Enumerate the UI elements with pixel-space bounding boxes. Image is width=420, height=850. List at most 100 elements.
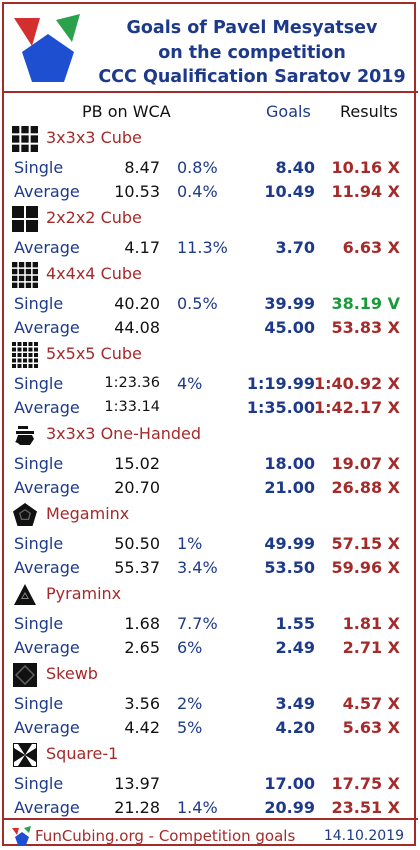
improvement-percent: 2%: [177, 694, 203, 713]
footer-site-link[interactable]: FunCubing.org - Competition goals: [35, 827, 296, 845]
event-header: Skewb: [12, 660, 412, 688]
megaminx-icon: [12, 502, 38, 528]
result-value: 6.63 X: [342, 238, 400, 257]
improvement-percent: 7.7%: [177, 614, 218, 633]
row-type: Single: [14, 158, 64, 177]
improvement-percent: 0.8%: [177, 158, 218, 177]
cube-2x2-icon: [12, 206, 38, 232]
event-name: 5x5x5 Cube: [46, 344, 142, 363]
goal-value: 39.99: [264, 294, 315, 313]
pb-value: 1:23.36: [104, 375, 160, 391]
result-row: Single 1:23.36 4% 1:19.99 1:40.92 X: [4, 372, 418, 396]
goal-value: 2.49: [275, 638, 315, 657]
goal-value: 3.49: [275, 694, 315, 713]
title-line-1: Goals of Pavel Mesyatsev: [126, 18, 378, 38]
result-row: Average 20.70 21.00 26.88 X: [4, 476, 418, 500]
one-handed-icon: [12, 422, 38, 448]
event-header: 3x3x3 One-Handed: [12, 420, 412, 448]
result-row: Single 13.97 17.00 17.75 X: [4, 772, 418, 796]
pb-value: 20.70: [114, 478, 160, 497]
result-row: Average 4.42 5% 4.20 5.63 X: [4, 716, 418, 740]
result-value: 1:40.92 X: [313, 374, 400, 393]
result-value: 19.07 X: [331, 454, 400, 473]
goal-value: 4.20: [275, 718, 315, 737]
pb-value: 50.50: [114, 534, 160, 553]
row-type: Single: [14, 374, 64, 393]
skewb-icon: [12, 662, 38, 688]
column-header-pb: PB on WCA: [82, 102, 171, 121]
result-value: 59.96 X: [331, 558, 400, 577]
result-row: Average 21.28 1.4% 20.99 23.51 X: [4, 796, 418, 820]
result-value: 17.75 X: [331, 774, 400, 793]
goal-value: 8.40: [275, 158, 315, 177]
row-type: Average: [14, 478, 80, 497]
result-row: Single 50.50 1% 49.99 57.15 X: [4, 532, 418, 556]
goal-value: 45.00: [264, 318, 315, 337]
result-row: Single 8.47 0.8% 8.40 10.16 X: [4, 156, 418, 180]
footer: FunCubing.org - Competition goals 14.10.…: [4, 822, 418, 848]
header-divider: [4, 91, 418, 93]
pb-value: 10.53: [114, 182, 160, 201]
improvement-percent: 0.4%: [177, 182, 218, 201]
event-name: Square-1: [46, 744, 119, 763]
result-value: 10.16 X: [331, 158, 400, 177]
pb-value: 40.20: [114, 294, 160, 313]
header: Goals of Pavel Mesyatsev on the competit…: [4, 4, 418, 92]
improvement-percent: 1.4%: [177, 798, 218, 817]
event-name: 2x2x2 Cube: [46, 208, 142, 227]
event-header: 2x2x2 Cube: [12, 204, 412, 232]
row-type: Single: [14, 454, 64, 473]
goal-value: 3.70: [275, 238, 315, 257]
event-header: Megaminx: [12, 500, 412, 528]
funcubing-small-logo-icon: [12, 826, 31, 845]
row-type: Single: [14, 774, 64, 793]
row-type: Average: [14, 238, 80, 257]
event-name: 4x4x4 Cube: [46, 264, 142, 283]
row-type: Average: [14, 798, 80, 817]
row-type: Single: [14, 294, 64, 313]
pb-value: 1.68: [124, 614, 160, 633]
improvement-percent: 5%: [177, 718, 203, 737]
event-header: 3x3x3 Cube: [12, 124, 412, 152]
goal-value: 49.99: [264, 534, 315, 553]
improvement-percent: 11.3%: [177, 238, 228, 257]
column-header-results: Results: [340, 102, 398, 121]
goal-value: 1:19.99: [246, 374, 315, 393]
goal-value: 21.00: [264, 478, 315, 497]
event-name: Skewb: [46, 664, 98, 683]
result-row: Single 3.56 2% 3.49 4.57 X: [4, 692, 418, 716]
result-value: 57.15 X: [331, 534, 400, 553]
pb-value: 15.02: [114, 454, 160, 473]
footer-date: 14.10.2019: [323, 828, 404, 844]
row-type: Average: [14, 318, 80, 337]
pb-value: 55.37: [114, 558, 160, 577]
title-line-3: CCC Qualification Saratov 2019: [98, 67, 406, 87]
row-type: Single: [14, 614, 64, 633]
result-value: 2.71 X: [342, 638, 400, 657]
square-1-icon: [12, 742, 38, 768]
row-type: Single: [14, 694, 64, 713]
column-header-goals: Goals: [266, 102, 311, 121]
improvement-percent: 6%: [177, 638, 203, 657]
row-type: Average: [14, 638, 80, 657]
result-row: Average 2.65 6% 2.49 2.71 X: [4, 636, 418, 660]
result-row: Single 15.02 18.00 19.07 X: [4, 452, 418, 476]
pb-value: 4.17: [124, 238, 160, 257]
result-row: Average 55.37 3.4% 53.50 59.96 X: [4, 556, 418, 580]
pb-value: 3.56: [124, 694, 160, 713]
row-type: Single: [14, 534, 64, 553]
cube-3x3-icon: [12, 126, 38, 152]
pb-value: 21.28: [114, 798, 160, 817]
result-row: Average 1:33.14 1:35.00 1:42.17 X: [4, 396, 418, 420]
title-line-2: on the competition: [158, 42, 346, 63]
goal-value: 10.49: [264, 182, 315, 201]
event-header: 4x4x4 Cube: [12, 260, 412, 288]
result-value: 4.57 X: [342, 694, 400, 713]
improvement-percent: 1%: [177, 534, 203, 553]
cube-4x4-icon: [12, 262, 38, 288]
improvement-percent: 4%: [177, 374, 203, 393]
result-value: 26.88 X: [331, 478, 400, 497]
page-title: Goals of Pavel Mesyatsev on the competit…: [90, 16, 414, 90]
event-name: Megaminx: [46, 504, 130, 523]
result-row: Average 44.08 45.00 53.83 X: [4, 316, 418, 340]
